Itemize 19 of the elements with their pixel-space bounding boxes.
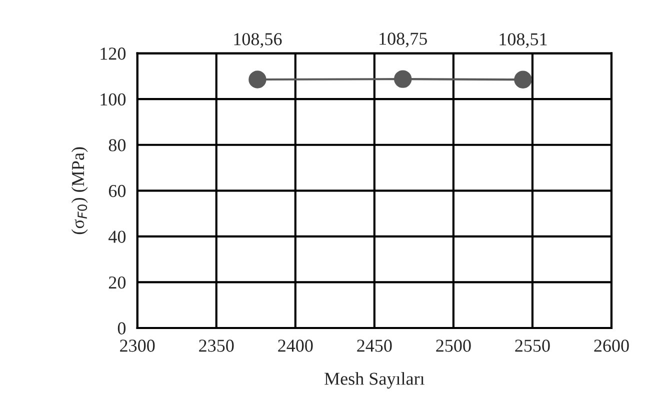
y-tick-label: 120 <box>100 48 126 60</box>
y-axis-title: (σ$_{F0}$) (MPa) <box>71 147 88 234</box>
x-tick-label: 2450 <box>357 340 392 352</box>
data-label: 108,51 <box>500 33 547 48</box>
y-tick-label: 80 <box>108 139 126 152</box>
x-tick-label: 2600 <box>594 340 629 352</box>
x-tick-label: 2400 <box>278 340 313 352</box>
y-tick-label: 20 <box>108 276 126 289</box>
x-tick-label: 2300 <box>120 340 155 352</box>
x-axis-title: Mesh Sayıları <box>324 372 424 389</box>
y-tick-label: 40 <box>108 230 126 243</box>
x-tick-label: 2350 <box>199 340 234 352</box>
x-tick-label: 2500 <box>436 340 471 352</box>
x-tick-label: 2550 <box>515 340 550 352</box>
y-tick-label: 0 <box>118 322 126 334</box>
data-label: 108,56 <box>234 33 282 48</box>
data-label: 108,75 <box>380 32 427 48</box>
y-tick-label: 60 <box>108 184 126 198</box>
y-tick-label: 100 <box>100 93 126 106</box>
